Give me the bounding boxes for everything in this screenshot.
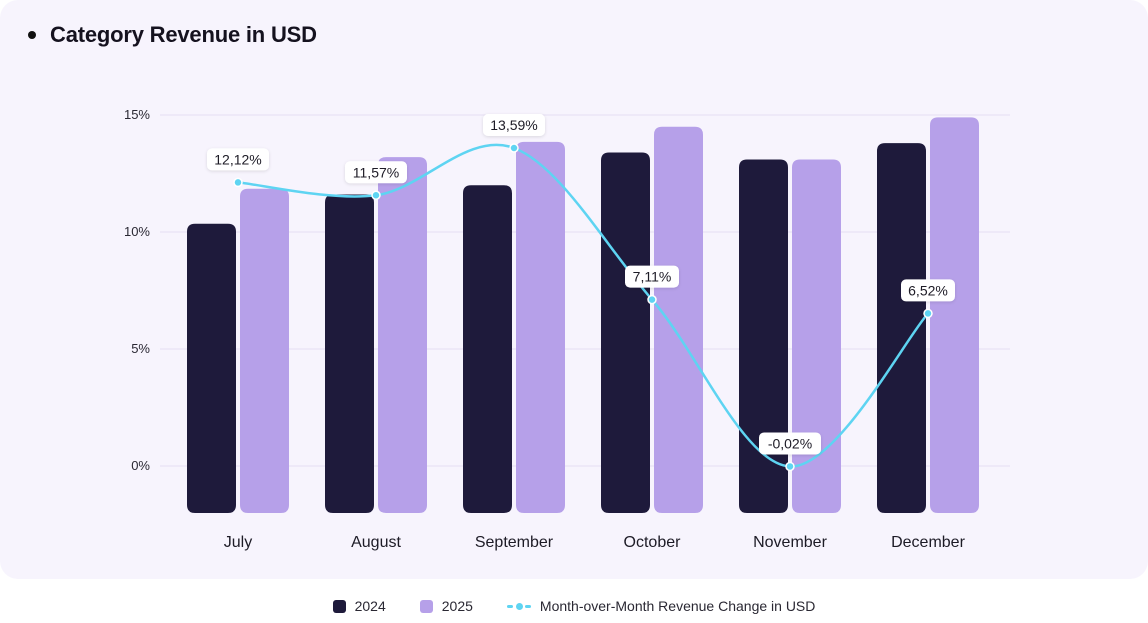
x-tick-label: August xyxy=(351,534,401,551)
x-tick-label: October xyxy=(624,534,682,551)
mom-point xyxy=(647,294,657,305)
y-tick-label: 10% xyxy=(124,224,150,239)
mom-point xyxy=(371,190,381,201)
data-label: 13,59% xyxy=(490,117,537,133)
x-tick-label: December xyxy=(891,534,965,551)
bar-2025-october xyxy=(654,126,703,513)
mom-point xyxy=(923,308,933,319)
bar-2025-july xyxy=(240,188,289,513)
legend-item-2025[interactable]: 2025 xyxy=(419,598,473,614)
data-label-box xyxy=(901,279,955,302)
legend-label-2024: 2024 xyxy=(354,598,386,614)
legend-item-mom-change[interactable]: Month-over-Month Revenue Change in USD xyxy=(506,598,816,614)
bar-2025-december xyxy=(930,117,979,513)
legend-item-2024[interactable]: 2024 xyxy=(332,598,386,614)
x-tick-label: July xyxy=(224,534,252,551)
bar-2025-november xyxy=(792,159,841,513)
data-label: 6,52% xyxy=(908,282,948,298)
data-label-box xyxy=(207,148,269,171)
mom-point xyxy=(785,461,795,472)
x-tick-label: November xyxy=(753,534,827,551)
chart-legend: 2024 2025 Month-over-Month Revenue Chang… xyxy=(0,598,1148,614)
bar-2025-august xyxy=(378,157,427,513)
x-tick-label: September xyxy=(475,534,554,551)
legend-swatch-2025 xyxy=(419,599,433,613)
bar-2024-november xyxy=(739,159,788,513)
y-tick-label: 5% xyxy=(131,341,150,356)
bar-2025-september xyxy=(516,141,565,513)
data-label-box xyxy=(483,113,545,136)
data-label-box xyxy=(759,432,821,455)
legend-swatch-2024 xyxy=(332,599,346,613)
data-label-box xyxy=(625,265,679,288)
bar-2024-december xyxy=(877,143,926,513)
y-tick-label: 15% xyxy=(124,107,150,122)
data-label: -0,02% xyxy=(768,435,812,451)
grid-group xyxy=(160,114,1010,467)
bullet-icon xyxy=(28,31,36,39)
bar-2024-october xyxy=(601,152,650,513)
data-label-box xyxy=(345,161,407,184)
data-label: 11,57% xyxy=(353,164,399,180)
mom-point xyxy=(233,177,243,188)
chart-title-group: Category Revenue in USD xyxy=(28,22,317,48)
chart-plot: 15% 10% 5% 0% July August September October Nove… xyxy=(124,107,1010,551)
mom-point xyxy=(509,143,519,153)
data-label: 12,12% xyxy=(214,151,261,167)
chart-card: Category Revenue in USD 15% 10% 5% 0% July Au… xyxy=(0,0,1148,579)
y-tick-label: 0% xyxy=(131,458,150,473)
legend-label-mom-change: Month-over-Month Revenue Change in USD xyxy=(539,598,816,614)
bar-2024-september xyxy=(463,185,512,513)
legend-label-2025: 2025 xyxy=(441,598,473,614)
chart-title: Category Revenue in USD xyxy=(50,22,317,47)
legend-line-swatch xyxy=(506,600,531,613)
data-label: 7,11% xyxy=(633,269,672,285)
bar-2024-july xyxy=(187,223,236,513)
bar-2024-august xyxy=(325,194,374,513)
